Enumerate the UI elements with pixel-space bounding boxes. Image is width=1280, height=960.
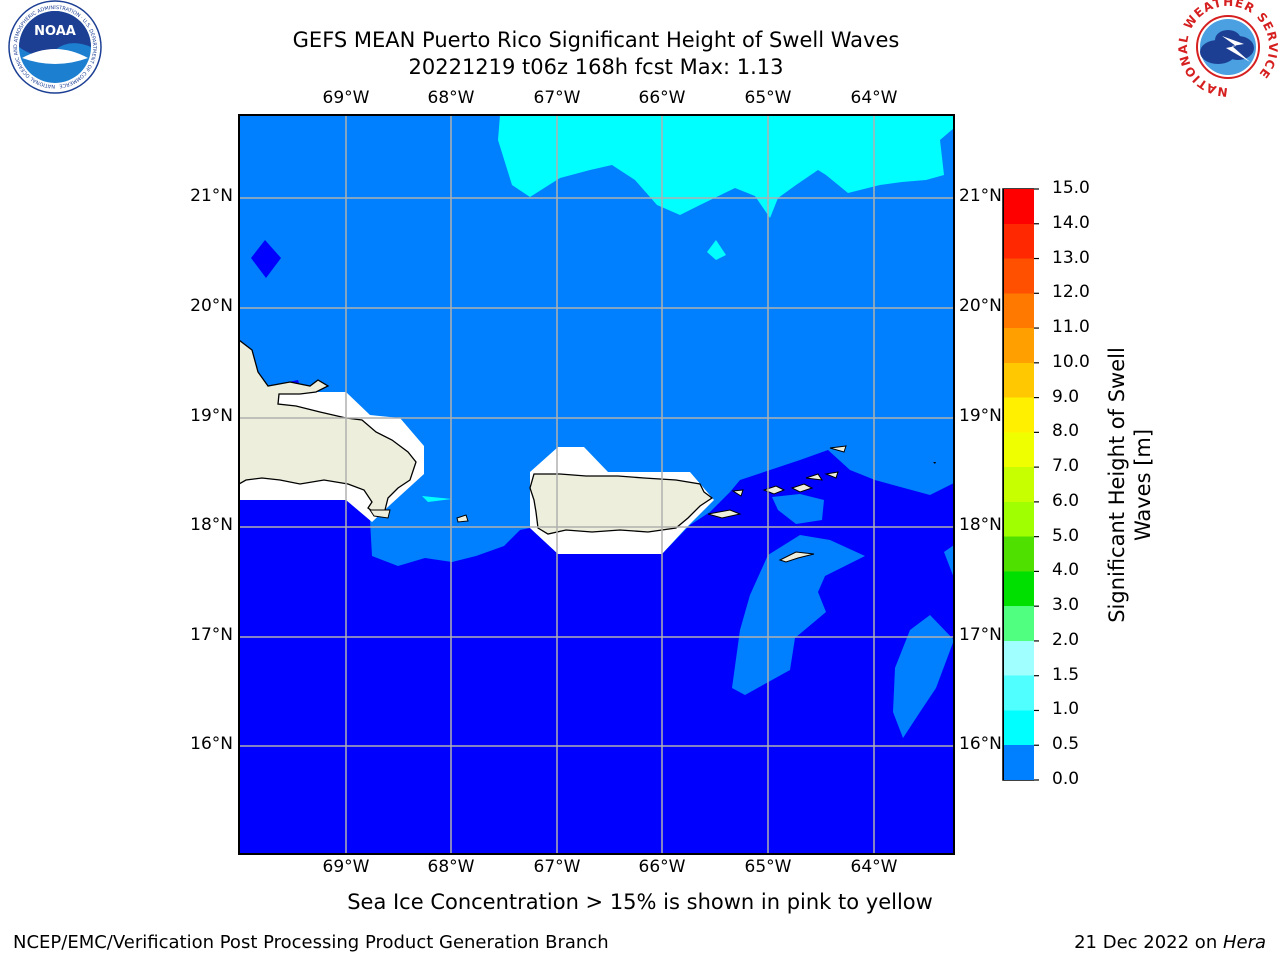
swell-band-0-0.5-patch <box>251 240 281 278</box>
lat-label-right: 16°N <box>959 734 1002 754</box>
colorbar-tick-label: 7.0 <box>1052 456 1080 477</box>
colorbar-tick-label: 13.0 <box>1052 247 1090 268</box>
swell-band-0.5-1.0-patch <box>772 494 824 524</box>
land-st-croix <box>778 551 815 563</box>
colorbar-label-line2: Waves [m] <box>1131 428 1155 542</box>
land-puerto-rico <box>529 473 714 535</box>
lat-label-right: 18°N <box>959 515 1002 535</box>
lon-label-bottom: 68°W <box>427 857 475 877</box>
colorbar-tick-label: 0.5 <box>1052 734 1080 755</box>
land-st-thomas <box>762 485 786 495</box>
lat-label-left: 21°N <box>190 186 233 206</box>
chart-subtitle: 20221219 t06z 168h fcst Max: 1.13 <box>408 55 784 79</box>
swell-band-1.0-1.5-patch <box>707 240 726 260</box>
map-frame <box>238 114 955 855</box>
map-plot <box>239 115 954 854</box>
land-st-john <box>790 483 814 493</box>
lon-label-top: 66°W <box>638 88 686 108</box>
colorbar-label-line1: Significant Height of Swell <box>1105 347 1129 623</box>
lon-label-bottom: 66°W <box>638 857 686 877</box>
footer-date-text: 21 Dec 2022 on <box>1074 932 1223 953</box>
lon-label-top: 68°W <box>427 88 475 108</box>
colorbar-tick-label: 0.0 <box>1052 769 1080 789</box>
lat-label-right: 20°N <box>959 296 1002 316</box>
footer-machine: Hera <box>1222 932 1266 953</box>
noaa-logo-text: NOAA <box>34 24 76 39</box>
lat-label-left: 20°N <box>190 296 233 316</box>
land-vieques <box>707 509 742 519</box>
footer-branch: NCEP/EMC/Verification Post Processing Pr… <box>13 932 609 953</box>
sea-ice-caption: Sea Ice Concentration > 15% is shown in … <box>347 890 933 914</box>
lon-label-top: 67°W <box>533 88 581 108</box>
colorbar-tick-label: 11.0 <box>1052 317 1090 338</box>
colorbar-label: Significant Height of Swell Waves [m] <box>1104 347 1156 623</box>
colorbar-tick-label: 1.0 <box>1052 699 1080 720</box>
colorbar-tick-label: 8.0 <box>1052 421 1080 442</box>
lat-label-right: 19°N <box>959 406 1002 426</box>
map-grid <box>239 115 954 854</box>
lon-label-bottom: 67°W <box>533 857 581 877</box>
lon-label-top: 65°W <box>744 88 792 108</box>
land-tortola <box>805 473 824 481</box>
land-culebra <box>731 489 744 497</box>
lat-label-left: 16°N <box>190 734 233 754</box>
land-anguilla <box>933 462 936 464</box>
colorbar-tick-label: 6.0 <box>1052 490 1080 511</box>
colorbar-tick-label: 12.0 <box>1052 282 1090 303</box>
swell-band-1.0-1.5 <box>498 115 954 218</box>
colorbar-tick-label: 10.0 <box>1052 351 1090 372</box>
chart-title: GEFS MEAN Puerto Rico Significant Height… <box>292 28 900 52</box>
swell-band-1.0-1.5-patch-2 <box>422 496 452 502</box>
colorbar-cover <box>1003 189 1034 780</box>
lat-label-left: 18°N <box>190 515 233 535</box>
lon-label-top: 69°W <box>322 88 370 108</box>
land-anegada <box>829 445 847 453</box>
lat-label-left: 17°N <box>190 625 233 645</box>
lon-label-bottom: 69°W <box>322 857 370 877</box>
nws-logo: NATIONAL WEATHER SERVICE <box>1176 0 1279 99</box>
colorbar-tick-label: 2.0 <box>1052 629 1080 650</box>
colorbar-tick-label: 5.0 <box>1052 525 1080 546</box>
footer-date: 21 Dec 2022 on Hera <box>1074 932 1266 953</box>
land-virgin-gorda <box>824 471 839 479</box>
lat-label-right: 17°N <box>959 625 1002 645</box>
colorbar-tick-label: 14.0 <box>1052 212 1090 233</box>
lon-label-bottom: 65°W <box>744 857 792 877</box>
swell-band-0.5-1.0-patch-2 <box>732 535 865 695</box>
land-hispaniola <box>239 339 417 515</box>
land-beata <box>369 509 391 519</box>
noaa-logo: NOAA NATIONAL OCEANIC AND ATMOSPHERIC AD… <box>8 0 102 94</box>
lat-label-left: 19°N <box>190 406 233 426</box>
lon-label-bottom: 64°W <box>850 857 898 877</box>
land-mona-island <box>456 514 469 523</box>
colorbar-tick-label: 4.0 <box>1052 560 1080 581</box>
colorbar-tick-label: 3.0 <box>1052 595 1080 616</box>
lat-label-right: 21°N <box>959 186 1002 206</box>
lon-label-top: 64°W <box>850 88 898 108</box>
colorbar-tick-label: 15.0 <box>1052 178 1090 198</box>
colorbar-tick-label: 1.5 <box>1052 664 1080 685</box>
colorbar-tick-label: 9.0 <box>1052 386 1080 407</box>
